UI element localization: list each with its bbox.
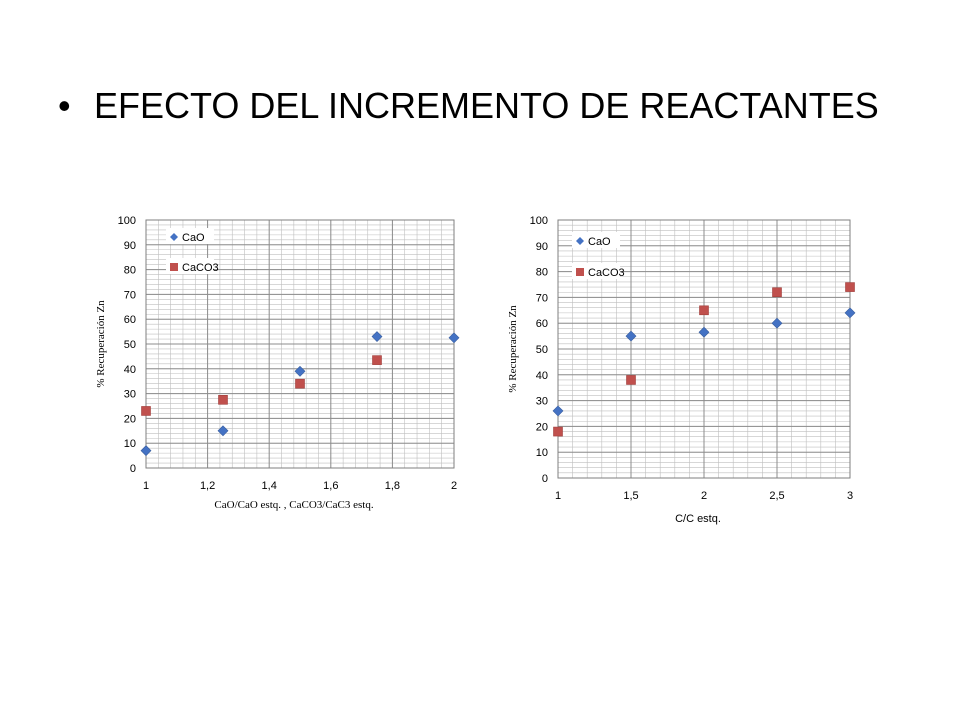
- data-point-caco3: [218, 395, 228, 405]
- x-tick-label: 1: [143, 480, 149, 492]
- plot-area-border: [557, 219, 851, 479]
- y-tick-label: 20: [124, 413, 136, 425]
- legend-label: CaCO3: [588, 267, 625, 279]
- slide-title: • EFECTO DEL INCREMENTO DE REACTANTES: [58, 84, 918, 128]
- data-point-caco3: [772, 287, 782, 298]
- legend-label: CaCO3: [182, 262, 219, 274]
- x-tick-label: 1: [555, 490, 561, 502]
- x-tick-label: 1,5: [623, 490, 638, 502]
- legend-label: CaO: [588, 236, 611, 248]
- legend-background: [572, 232, 620, 248]
- y-tick-label: 90: [536, 241, 548, 253]
- y-tick-label: 30: [124, 389, 136, 401]
- data-point-caco3: [845, 282, 855, 292]
- y-tick-label: 20: [536, 421, 548, 433]
- plot-area-border: [145, 219, 455, 469]
- x-axis-title: C/C estq.: [675, 513, 721, 525]
- y-tick-label: 90: [124, 240, 136, 252]
- y-tick-label: 70: [536, 292, 548, 304]
- y-tick-label: 0: [542, 473, 548, 485]
- data-point-caco3: [626, 375, 636, 385]
- x-tick-label: 1,8: [385, 480, 400, 492]
- data-point-cao: [552, 405, 564, 417]
- y-tick-label: 100: [118, 215, 136, 227]
- y-tick-label: 50: [536, 344, 548, 356]
- legend-marker-cao: [170, 233, 178, 241]
- x-tick-label: 3: [847, 490, 853, 502]
- data-point-cao: [625, 330, 637, 342]
- y-tick-label: 30: [536, 396, 548, 408]
- y-tick-label: 60: [124, 314, 136, 326]
- data-point-cao: [294, 365, 306, 377]
- x-tick-label: 2,5: [769, 490, 784, 502]
- y-axis-title: % Recuperación Zn: [507, 305, 519, 393]
- data-point-cao: [698, 326, 710, 338]
- data-point-caco3: [699, 305, 709, 316]
- y-tick-label: 40: [124, 364, 136, 376]
- data-point-caco3: [141, 406, 151, 416]
- slide-title-text: EFECTO DEL INCREMENTO DE REACTANTES: [94, 85, 879, 126]
- x-tick-label: 1,2: [200, 480, 215, 492]
- y-tick-label: 100: [530, 215, 548, 227]
- data-point-cao: [771, 317, 783, 329]
- y-axis-title: % Recuperación Zn: [95, 300, 107, 388]
- scatter-chart-c-ratio: 0 10 20 30 40 50 60 70 80 90 100 1 1,5 2 2,5 3 C/C estq.…: [507, 215, 856, 525]
- y-tick-label: 80: [536, 267, 548, 279]
- y-tick-label: 50: [124, 339, 136, 351]
- y-tick-label: 80: [124, 265, 136, 277]
- y-tick-label: 10: [536, 447, 548, 459]
- x-tick-label: 2: [451, 480, 457, 492]
- y-tick-label: 40: [536, 370, 548, 382]
- data-point-caco3: [295, 378, 305, 389]
- legend-marker-caco3: [170, 263, 178, 271]
- data-point-caco3: [553, 426, 563, 437]
- legend-marker-caco3: [576, 268, 584, 276]
- scatter-chart-cao-caco3-ratio: 0 10 20 30 40 50 60 70 80 90 100 1 1,2 1,4 1,6 1,8 2 CaO/…: [95, 215, 460, 511]
- data-point-cao: [140, 445, 152, 457]
- x-tick-label: 1,6: [323, 480, 338, 492]
- y-tick-label: 60: [536, 318, 548, 330]
- data-point-cao: [217, 425, 229, 437]
- legend-marker-cao: [576, 237, 584, 245]
- data-point-cao: [448, 332, 460, 344]
- data-point-caco3: [372, 355, 382, 365]
- data-point-cao: [844, 307, 856, 319]
- bullet-point: •: [58, 85, 71, 126]
- y-tick-label: 0: [130, 463, 136, 475]
- y-tick-label: 10: [124, 438, 136, 450]
- legend-label: CaO: [182, 232, 205, 244]
- x-tick-label: 1,4: [262, 480, 277, 492]
- data-point-cao: [371, 331, 383, 342]
- y-tick-label: 70: [124, 289, 136, 301]
- legend-background: [166, 228, 214, 244]
- x-tick-label: 2: [701, 490, 707, 502]
- x-axis-title: CaO/CaO estq. , CaCO3/CaC3 estq.: [214, 499, 373, 511]
